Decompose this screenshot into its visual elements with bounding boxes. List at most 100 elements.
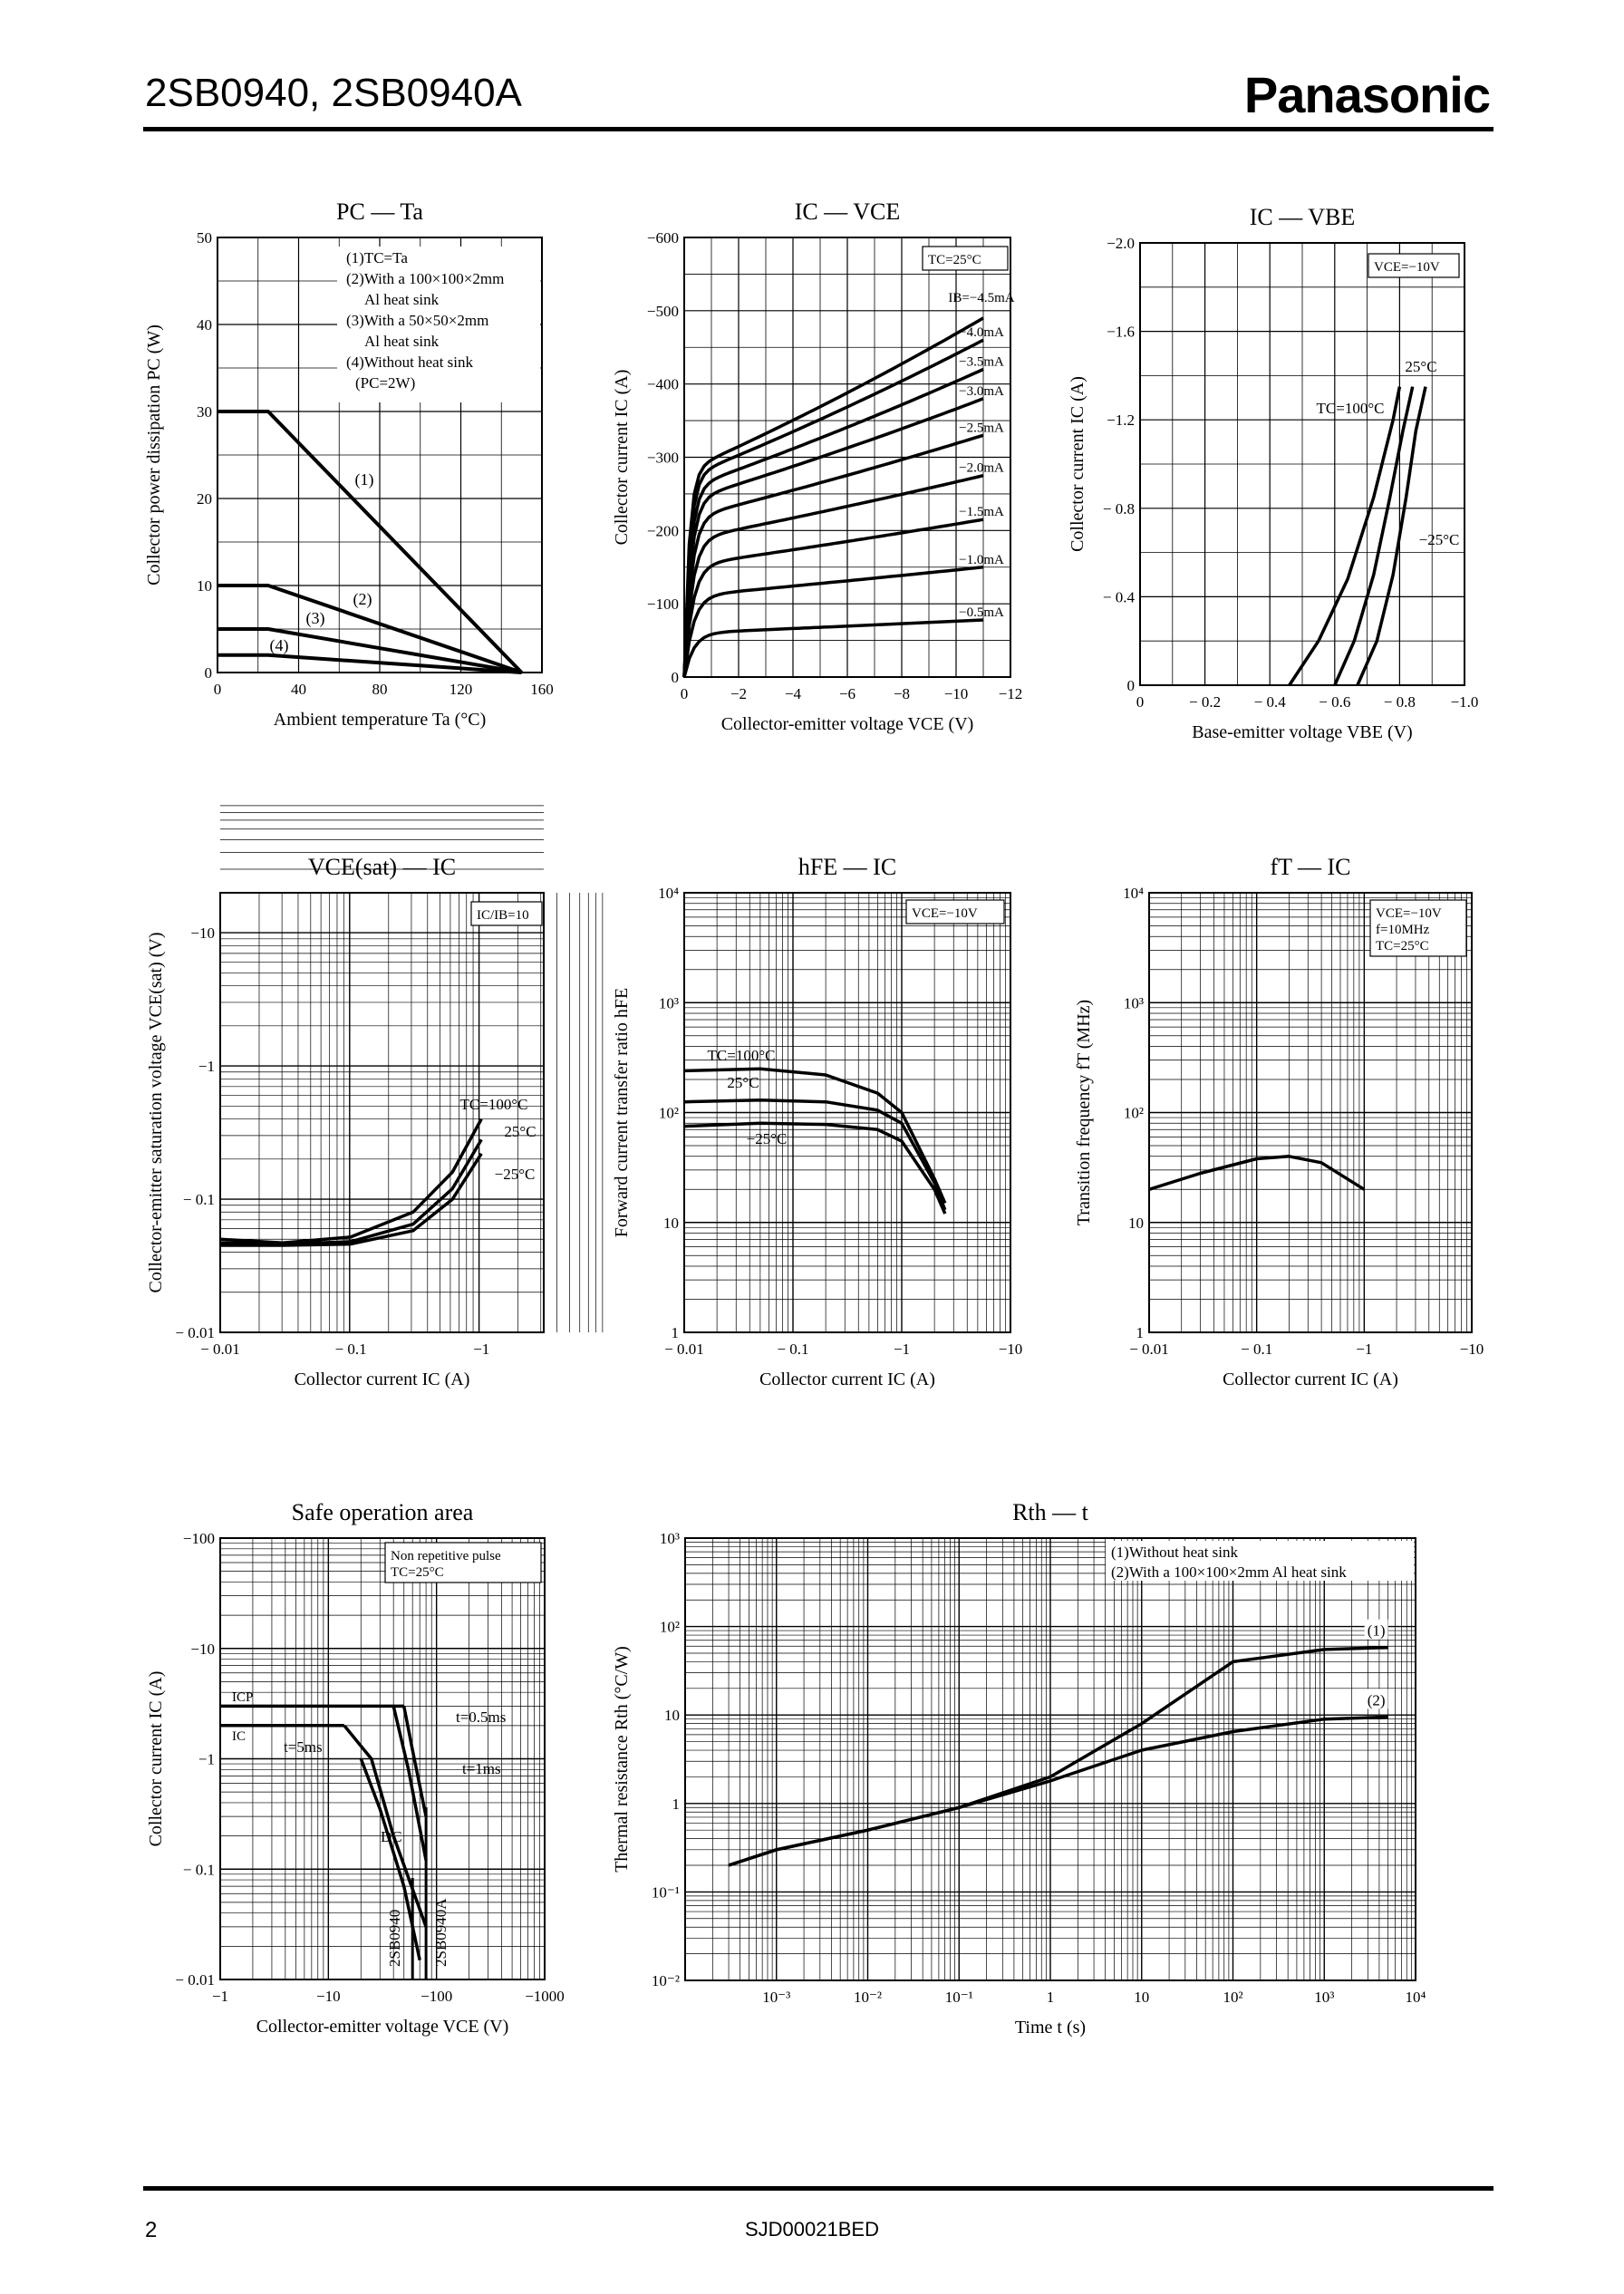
ic-curve (682, 367, 984, 678)
page-number: 2 (145, 2218, 158, 2242)
y-tick-label: −100 (183, 1530, 215, 1547)
curve-label: 25°C (1405, 358, 1436, 375)
chart-note: VCE=−10V (1376, 906, 1442, 921)
x-tick-label: 0 (1136, 693, 1145, 711)
curve-label: −3.0mA (959, 384, 1004, 399)
ic-curve (682, 397, 984, 678)
y-tick-label: − 0.1 (183, 1191, 215, 1208)
y-tick-label: 1 (1136, 1324, 1145, 1341)
x-axis-label: Time t (s) (1015, 2018, 1086, 2037)
brand-logo: Panasonic (1243, 66, 1491, 123)
curve-label: −1.5mA (959, 505, 1004, 519)
curve-label: TC=100°C (708, 1047, 776, 1064)
x-tick-label: −10 (999, 1341, 1023, 1358)
y-tick-label: 10⁻¹ (652, 1883, 680, 1901)
x-tick-label: −2 (730, 685, 747, 702)
curve-label: (2) (1368, 1691, 1386, 1708)
curve-label-bg (1364, 1689, 1388, 1709)
hfe-curve (683, 1067, 947, 1205)
chart-note: Non repetitive pulse (391, 1549, 501, 1563)
chart-note: f=10MHz (1376, 923, 1430, 937)
legend-entry: (PC=2W) (355, 374, 415, 392)
curve-label: −2.0mA (959, 461, 1004, 476)
document-code: SJD00021BED (745, 2218, 879, 2241)
x-tick-label: −1000 (525, 1988, 565, 2005)
x-tick-label: −10 (944, 685, 969, 702)
y-tick-label: −1.2 (1107, 411, 1135, 429)
chart-note: IC/IB=10 (477, 908, 529, 923)
x-tick-label: −8 (894, 685, 910, 702)
x-axis-label: Collector-emitter voltage VCE (V) (721, 714, 974, 734)
chart-note-box (470, 901, 543, 926)
x-tick-label: − 0.01 (1129, 1341, 1169, 1358)
chart-title: Safe operation area (292, 1499, 474, 1525)
legend-entry: (1)Without heat sink (1111, 1544, 1239, 1561)
y-axis-label: Collector current IC (A) (612, 370, 632, 546)
y-tick-label: 10³ (660, 1530, 680, 1547)
chart-note-box (922, 246, 1009, 271)
legend-entry: Al heat sink (364, 333, 440, 350)
y-tick-label: 10⁴ (658, 885, 679, 902)
curve-label: (4) (270, 636, 289, 655)
y-tick-label: 10² (659, 1105, 679, 1122)
x-tick-label: 80 (372, 681, 388, 698)
chart-note-box (1368, 253, 1460, 278)
y-tick-label: −1 (198, 1751, 215, 1768)
y-axis-label: Transition frequency fT (MHz) (1074, 1000, 1094, 1225)
ic-vbe-chart: IC — VBE 0 − 0.2 − 0.4 − 0.6 − 0.8 −1.0 0 − 0.4 −… (1068, 204, 1478, 742)
y-tick-label: 10 (197, 577, 212, 595)
ic-curve (682, 518, 984, 678)
x-tick-label: −1 (894, 1341, 910, 1358)
soa-curve (343, 1724, 428, 1928)
x-tick-label: −100 (420, 1988, 452, 2005)
legend-entry: (1)TC=Ta (346, 249, 408, 266)
chart-note-box (384, 1542, 542, 1583)
soa-label: t=0.5ms (456, 1708, 506, 1726)
curve-label: 25°C (504, 1123, 536, 1140)
y-tick-label: −100 (647, 595, 679, 613)
rth-t-chart: Rth — t 10⁻³ 10⁻² 10⁻¹ 1 10 10² 10³ 10⁴ 10⁻² 10⁻¹ 1… (612, 1499, 1426, 2037)
x-tick-label: 10² (1223, 1989, 1242, 2006)
footer-rule (143, 2186, 1494, 2191)
chart-note: VCE=−10V (1374, 260, 1440, 275)
chart-title: IC — VCE (795, 198, 901, 225)
y-tick-label: − 0.01 (175, 1971, 215, 1989)
y-tick-label: 0 (1127, 677, 1136, 694)
x-tick-label: − 0.01 (664, 1341, 704, 1358)
chart-note: VCE=−10V (912, 906, 978, 921)
y-tick-label: −300 (647, 450, 679, 467)
y-tick-label: 0 (672, 669, 680, 686)
curve-label: (1) (1368, 1622, 1386, 1640)
x-tick-label: 40 (291, 681, 306, 698)
legend-entry: (2)With a 100×100×2mm Al heat sink (1111, 1563, 1347, 1581)
hfe-curve (683, 1098, 947, 1211)
x-tick-label: −1.0 (1451, 693, 1479, 711)
x-tick-label: −10 (1460, 1341, 1484, 1358)
chart-title: fT — IC (1270, 854, 1350, 880)
ic-curve (1288, 386, 1402, 686)
legend-entry: Al heat sink (364, 291, 440, 308)
y-tick-label: 10³ (659, 994, 679, 1011)
ic-curve (682, 566, 984, 678)
curve-label: −25°C (1419, 531, 1460, 548)
x-tick-label: − 0.01 (200, 1341, 240, 1358)
y-tick-label: 1 (672, 1324, 680, 1341)
y-tick-label: − 0.01 (175, 1324, 215, 1341)
ic-curve (682, 473, 984, 678)
chart-title: hFE — IC (798, 854, 896, 880)
document-title: 2SB0940, 2SB0940A (145, 71, 522, 115)
pc-curve (218, 410, 524, 674)
hfe-curve (683, 1121, 947, 1215)
ic-curve (682, 618, 984, 678)
soa-label: 2SB0940A (432, 1898, 450, 1967)
y-tick-label: 10⁴ (1123, 885, 1144, 902)
y-axis-label: Forward current transfer ratio hFE (612, 988, 632, 1237)
ic-curve (682, 338, 984, 678)
x-tick-label: 10³ (1314, 1989, 1334, 2006)
y-tick-label: 1 (672, 1796, 681, 1813)
y-axis-label: Collector power dissipation PC (W) (144, 324, 164, 586)
soa-label: 2SB0940 (386, 1910, 403, 1967)
curve-label: −4.0mA (959, 325, 1004, 340)
soa-label: t=1ms (462, 1760, 501, 1777)
y-tick-label: 10² (660, 1619, 680, 1636)
